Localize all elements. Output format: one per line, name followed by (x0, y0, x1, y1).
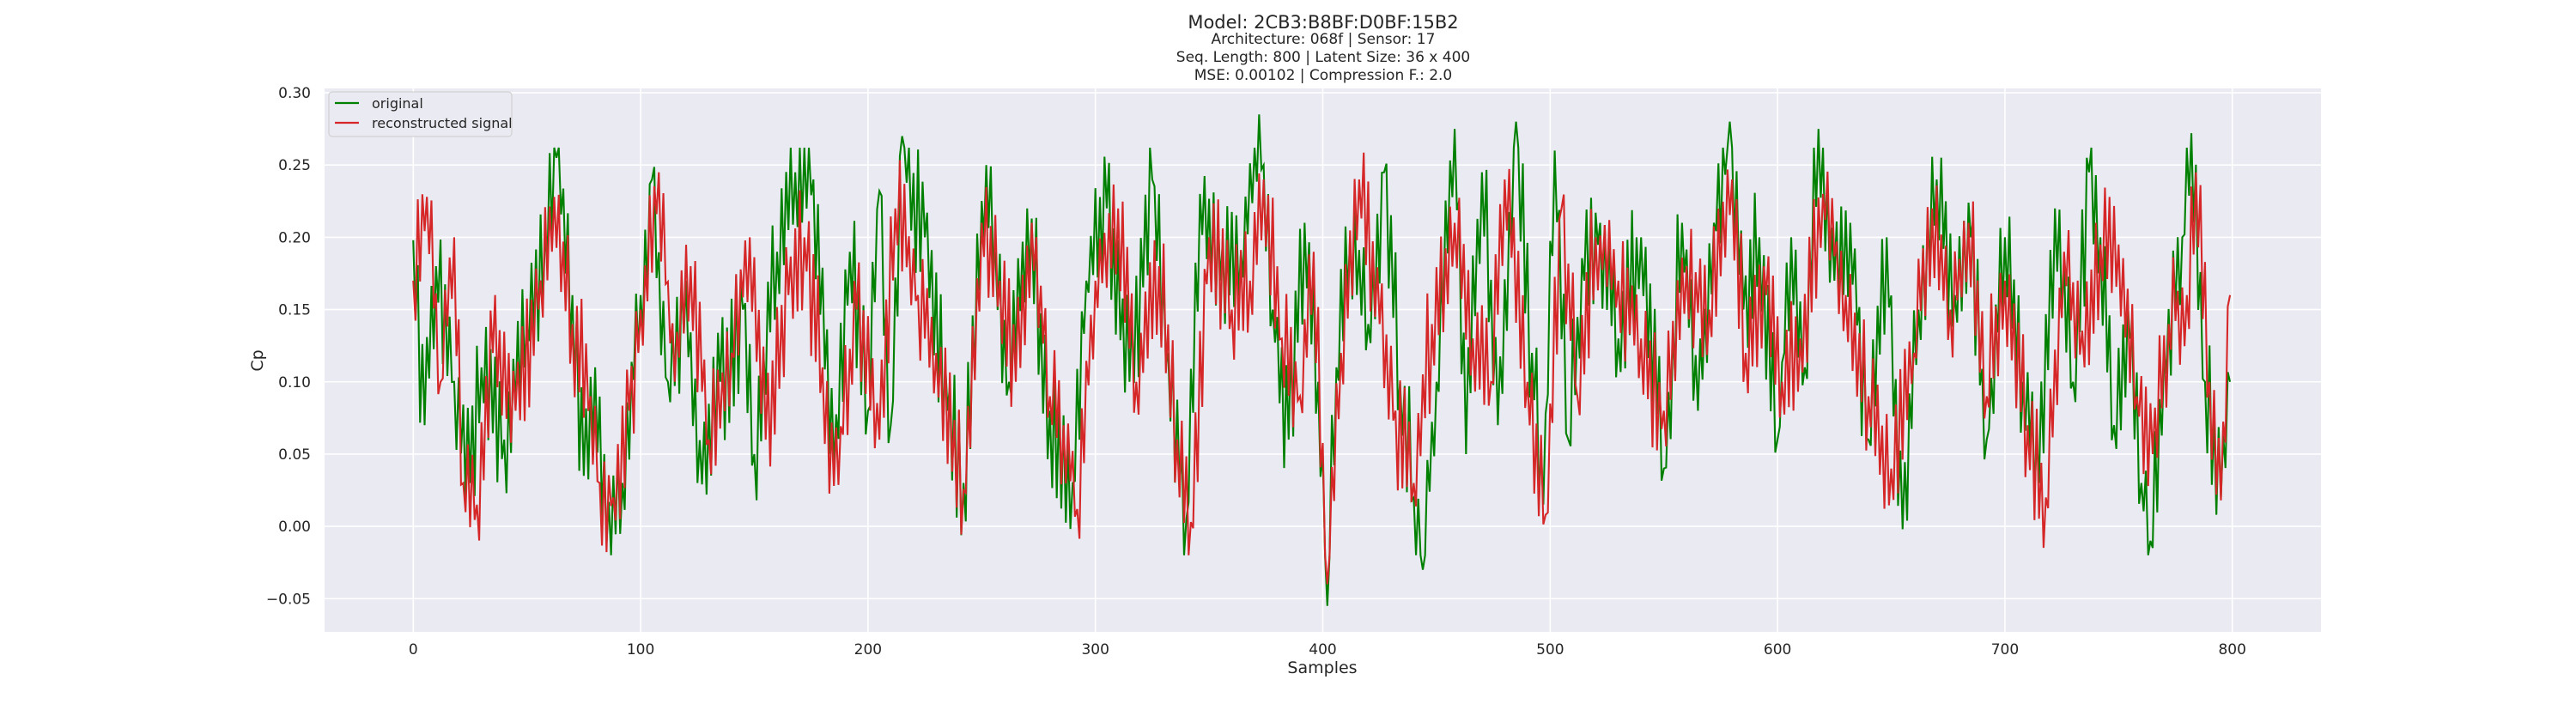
y-tick-label: 0.10 (278, 374, 311, 391)
chart-subtitle-mse: MSE: 0.00102 | Compression F.: 2.0 (1194, 67, 1453, 84)
x-tick-label: 0 (409, 641, 418, 658)
legend-label-original: original (372, 95, 423, 112)
grid-lines (325, 88, 2321, 632)
chart-subtitle-sequence: Seq. Length: 800 | Latent Size: 36 x 400 (1176, 49, 1470, 66)
x-tick-label: 200 (854, 641, 882, 658)
y-tick-label: 0.30 (278, 85, 311, 102)
x-tick-label: 800 (2218, 641, 2245, 658)
x-tick-label: 500 (1536, 641, 1564, 658)
legend-label-reconstructed: reconstructed signal (372, 115, 513, 131)
x-tick-label: 300 (1081, 641, 1109, 658)
legend-box (328, 91, 513, 137)
series-layer (412, 114, 2232, 606)
x-tick-label: 100 (627, 641, 654, 658)
x-tick-label: 600 (1764, 641, 1791, 658)
x-tick-label: 400 (1309, 641, 1336, 658)
chart-title: Model: 2CB3:B8BF:D0BF:15B2 (1188, 12, 1458, 33)
y-tick-label: 0.05 (278, 446, 311, 464)
legend: original reconstructed signal (328, 91, 513, 137)
x-tick-label: 700 (1991, 641, 2019, 658)
y-tick-label: −0.05 (266, 591, 311, 608)
series-line-reconstructed (412, 152, 2232, 585)
x-axis-label: Samples (1287, 658, 1357, 677)
y-tick-label: 0.00 (278, 519, 311, 536)
y-tick-label: 0.15 (278, 302, 311, 319)
x-tick-labels: 0 100 200 300 400 500 600 700 800 (409, 641, 2246, 658)
y-tick-label: 0.25 (278, 157, 311, 174)
y-tick-label: 0.20 (278, 229, 311, 246)
chart-subtitle-architecture: Architecture: 068f | Sensor: 17 (1212, 31, 1436, 48)
y-tick-labels: −0.05 0.00 0.05 0.10 0.15 0.20 0.25 0.30 (266, 85, 311, 608)
y-axis-label: Cp (248, 349, 267, 371)
